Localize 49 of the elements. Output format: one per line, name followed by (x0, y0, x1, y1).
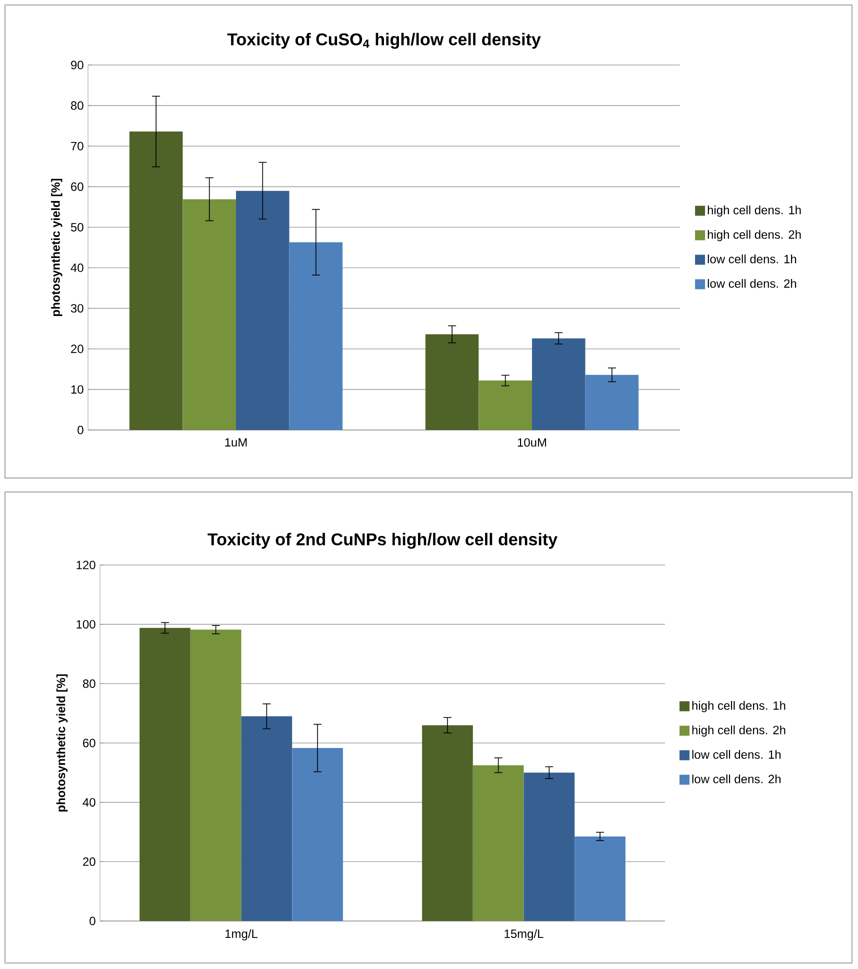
bar (532, 338, 586, 430)
legend-label: low cell dens. 1h (692, 750, 781, 759)
y-tick-label: 40 (70, 264, 84, 272)
bar (140, 628, 190, 921)
bar (472, 765, 524, 921)
y-tick-label: 100 (76, 620, 96, 629)
y-axis-title: photosynthetic yield [%] (56, 674, 68, 812)
y-tick-label: 50 (70, 222, 84, 232)
y-tick-label: 20 (71, 344, 84, 354)
y-tick-label: 70 (71, 142, 84, 150)
bar (190, 630, 242, 921)
y-tick-label: 120 (76, 560, 96, 570)
bar (292, 748, 343, 921)
chart-title: Toxicity of 2nd CuNPs high/low cell density (208, 532, 558, 549)
x-tick-label: 1mg/L (225, 929, 258, 940)
y-tick-label: 0 (78, 426, 84, 434)
legend-label: low cell dens. 1h (708, 254, 796, 264)
y-tick-label: 0 (90, 916, 96, 926)
legend-label: low cell dens. 2h (708, 279, 796, 288)
y-tick-label: 90 (71, 60, 84, 70)
bar (574, 836, 626, 921)
y-tick-label: 60 (71, 182, 84, 191)
bar (425, 334, 479, 430)
y-tick-label: 30 (70, 304, 84, 313)
y-tick-label: 80 (82, 679, 96, 688)
y-tick-label: 20 (83, 857, 96, 866)
legend-label: high cell dens. 1h (692, 701, 786, 712)
bar (182, 199, 236, 430)
y-tick-label: 80 (70, 101, 84, 110)
x-tick-label: 10uM (518, 438, 546, 447)
y-tick-label: 10 (71, 385, 84, 394)
y-tick-label: 40 (82, 798, 96, 807)
bar (289, 242, 343, 430)
x-tick-label: 15mg/L (504, 929, 544, 940)
bar (524, 772, 575, 921)
bar (241, 716, 292, 921)
y-tick-label: 60 (83, 738, 96, 748)
bar (422, 725, 473, 921)
bar (236, 190, 290, 430)
y-axis-title: photosynthetic yield [%] (51, 178, 62, 316)
legend-label: low cell dens. 2h (692, 774, 781, 784)
x-tick-label: 1uM (225, 438, 247, 447)
legend-label: high cell dens. 1h (708, 206, 801, 217)
bar (585, 374, 639, 430)
legend-label: high cell dens. 2h (692, 726, 786, 737)
legend-label: high cell dens. 2h (708, 230, 801, 242)
bar (478, 380, 532, 430)
chart-title: Toxicity of CuSO$_{4}$ high/low cell density (227, 32, 541, 49)
bar (129, 132, 183, 430)
